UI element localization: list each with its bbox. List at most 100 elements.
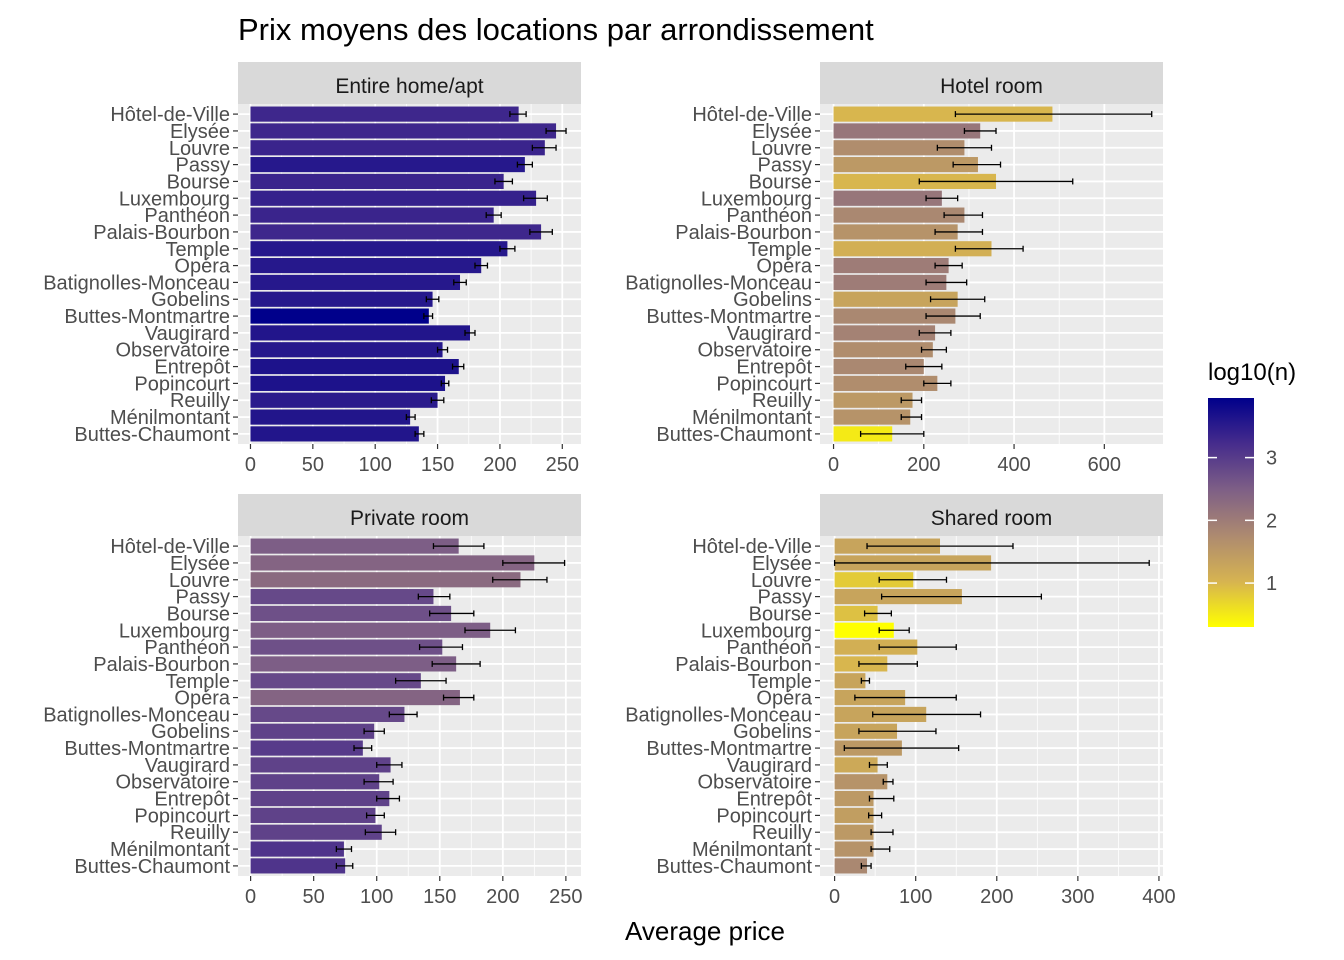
category-label: Gobelins bbox=[151, 721, 230, 743]
x-tick-label: 150 bbox=[421, 454, 454, 476]
x-tick-label: 300 bbox=[1061, 886, 1094, 908]
chart-panels: Entire home/aptHôtel-de-VilleElyséeLouvr… bbox=[43, 62, 1176, 908]
category-label: Buttes-Chaumont bbox=[656, 424, 812, 446]
bar-Temple bbox=[250, 673, 421, 689]
category-label: Panthéon bbox=[726, 205, 812, 227]
category-label: Ménilmontant bbox=[692, 407, 813, 429]
category-label: Temple bbox=[166, 239, 230, 261]
error-bar bbox=[335, 862, 354, 869]
error-bar bbox=[866, 543, 1014, 550]
error-bar bbox=[365, 812, 385, 819]
bar-Vaugirard bbox=[834, 757, 878, 773]
bar-Luxembourg bbox=[250, 190, 537, 206]
bar-Entrepôt bbox=[834, 791, 874, 807]
category-label: Entrepôt bbox=[154, 357, 230, 379]
bar-Panthéon bbox=[834, 639, 918, 655]
bar-Panthéon bbox=[833, 207, 965, 223]
bar-Buttes-Montmartre bbox=[833, 308, 956, 324]
bar-Temple bbox=[250, 241, 508, 257]
error-bar bbox=[464, 329, 476, 336]
error-bar bbox=[364, 829, 397, 836]
error-bar bbox=[954, 245, 1024, 252]
bar-Observatoire bbox=[250, 774, 380, 790]
bar-Temple bbox=[834, 673, 866, 689]
category-label: Passy bbox=[758, 587, 812, 609]
error-bar bbox=[954, 111, 1153, 118]
category-label: Opéra bbox=[756, 256, 812, 278]
category-label: Temple bbox=[748, 671, 812, 693]
error-bar bbox=[485, 212, 502, 219]
bar-Panthéon bbox=[250, 639, 443, 655]
category-label: Buttes-Montmartre bbox=[64, 738, 230, 760]
category-label: Opéra bbox=[174, 256, 230, 278]
error-bar bbox=[936, 144, 993, 151]
error-bar bbox=[833, 559, 1150, 566]
bar-Palais-Bourbon bbox=[833, 224, 958, 240]
error-bar bbox=[929, 296, 986, 303]
error-bar bbox=[878, 644, 957, 651]
category-label: Buttes-Chaumont bbox=[74, 424, 230, 446]
category-label: Observatoire bbox=[116, 772, 231, 794]
error-bar bbox=[963, 127, 997, 134]
x-tick-label: 200 bbox=[980, 886, 1013, 908]
error-bar bbox=[388, 711, 418, 718]
category-label: Elysée bbox=[752, 121, 812, 143]
error-bar bbox=[499, 245, 516, 252]
category-label: Observatoire bbox=[698, 772, 813, 794]
category-label: Passy bbox=[176, 587, 230, 609]
bar-Buttes-Chaumont bbox=[250, 858, 346, 874]
category-label: Entrepôt bbox=[736, 357, 812, 379]
category-label: Temple bbox=[166, 671, 230, 693]
error-bar bbox=[414, 430, 425, 437]
bar-Louvre bbox=[250, 572, 521, 588]
category-label: Reuilly bbox=[170, 822, 230, 844]
panel-strip-label: Hotel room bbox=[940, 75, 1043, 98]
bar-Reuilly bbox=[250, 824, 382, 840]
error-bar bbox=[522, 195, 548, 202]
bar-Vaugirard bbox=[250, 757, 391, 773]
category-label: Batignolles-Monceau bbox=[43, 704, 230, 726]
category-label: Ménilmontant bbox=[110, 407, 231, 429]
bar-Opéra bbox=[833, 258, 949, 274]
error-bar bbox=[509, 111, 527, 118]
bar-Temple bbox=[833, 241, 992, 257]
chart-title: Prix moyens des locations par arrondisse… bbox=[238, 12, 874, 47]
error-bar bbox=[854, 694, 957, 701]
category-label: Batignolles-Monceau bbox=[625, 704, 812, 726]
bar-Palais-Bourbon bbox=[250, 656, 457, 672]
category-label: Passy bbox=[176, 155, 230, 177]
bar-Observatoire bbox=[834, 774, 888, 790]
category-label: Bourse bbox=[749, 603, 812, 625]
bar-Elysée bbox=[250, 123, 557, 139]
error-bar bbox=[417, 593, 451, 600]
legend-break-label: 1 bbox=[1266, 573, 1277, 595]
error-bar bbox=[502, 559, 566, 566]
x-tick-label: 0 bbox=[829, 886, 840, 908]
error-bar bbox=[545, 127, 567, 134]
panel-4: Shared room Hôtel-de-VilleElyséeLouvrePas… bbox=[625, 494, 1176, 908]
error-bar bbox=[430, 397, 445, 404]
panel-1: Entire home/apt Hôtel-de-VilleElyséeLouvr… bbox=[43, 62, 581, 476]
category-label: Ménilmontant bbox=[110, 839, 231, 861]
error-bar bbox=[870, 846, 891, 853]
error-bar bbox=[880, 593, 1043, 600]
error-bar bbox=[934, 262, 963, 269]
error-bar bbox=[925, 313, 981, 320]
bar-Ménilmontant bbox=[833, 409, 911, 425]
category-label: Vaugirard bbox=[727, 755, 812, 777]
category-label: Palais-Bourbon bbox=[93, 654, 230, 676]
x-tick-label: 50 bbox=[302, 454, 324, 476]
bar-Popincourt bbox=[834, 807, 874, 823]
bar-Gobelins bbox=[250, 291, 433, 307]
category-label: Reuilly bbox=[752, 822, 812, 844]
category-label: Gobelins bbox=[151, 289, 230, 311]
bar-Buttes-Montmartre bbox=[250, 740, 363, 756]
bar-Batignolles-Monceau bbox=[250, 706, 405, 722]
error-bar bbox=[923, 380, 952, 387]
x-tick-label: 250 bbox=[549, 886, 582, 908]
category-label: Palais-Bourbon bbox=[93, 222, 230, 244]
x-tick-label: 200 bbox=[486, 886, 519, 908]
bar-Hôtel-de-Ville bbox=[833, 106, 1053, 122]
error-bar bbox=[453, 279, 467, 286]
error-bar bbox=[859, 430, 925, 437]
